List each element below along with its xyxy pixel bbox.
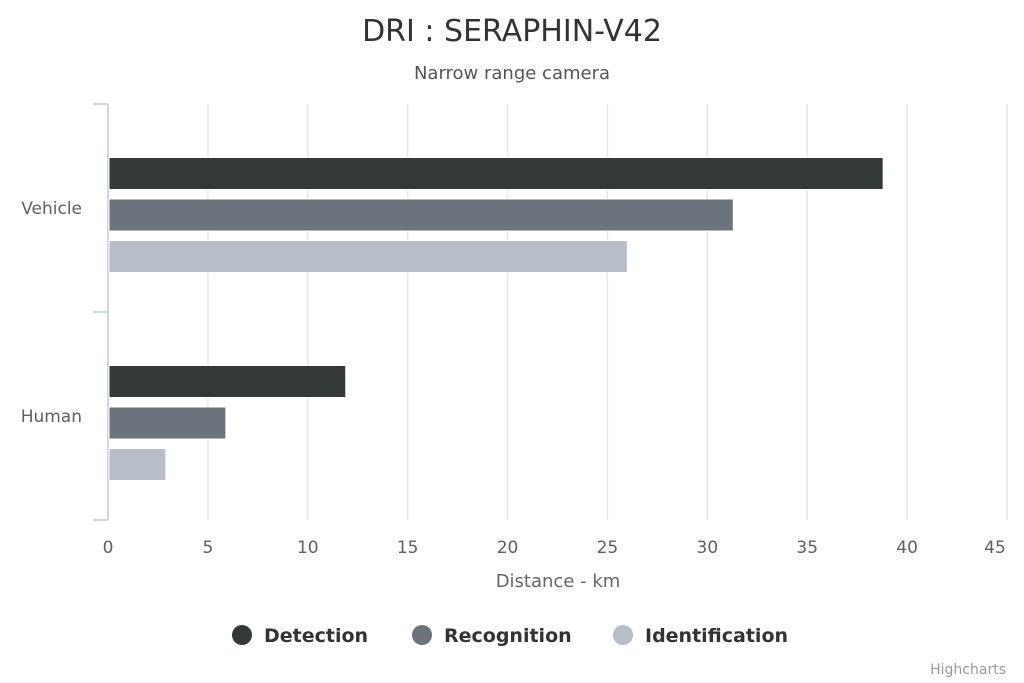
x-tick-label: 25 (597, 538, 619, 558)
x-tick-label: 20 (497, 538, 519, 558)
category-label: Human (21, 407, 82, 427)
category-label: Vehicle (21, 199, 82, 219)
legend-marker (613, 625, 633, 645)
chart-subtitle: Narrow range camera (414, 63, 610, 84)
x-tick-label: 0 (103, 538, 114, 558)
x-tick-label: 30 (697, 538, 719, 558)
bars (108, 157, 884, 481)
chart-title: DRI : SERAPHIN-V42 (362, 14, 662, 49)
legend-label: Detection (264, 625, 368, 647)
legend-marker (232, 625, 252, 645)
x-tick-label: 45 (984, 538, 1006, 558)
x-axis-title: Distance - km (496, 571, 621, 592)
x-tick-label: 40 (896, 538, 918, 558)
legend: Detection Recognition Identification (232, 625, 788, 647)
legend-marker (412, 625, 432, 645)
x-tick-label: 35 (796, 538, 818, 558)
bar-identification-vehicle[interactable] (108, 240, 628, 273)
credits-link[interactable]: Highcharts (930, 662, 1006, 678)
legend-label: Identification (645, 625, 788, 647)
bar-recognition-human[interactable] (108, 406, 227, 440)
x-axis-ticks: 0 5 10 15 20 25 30 35 40 45 (103, 538, 1006, 558)
bar-recognition-vehicle[interactable] (108, 198, 734, 232)
x-tick-label: 10 (297, 538, 319, 558)
bar-identification-human[interactable] (108, 448, 167, 481)
legend-item-identification[interactable]: Identification (613, 625, 788, 647)
x-tick-label: 5 (202, 538, 213, 558)
legend-item-recognition[interactable]: Recognition (412, 625, 572, 647)
category-axis: Vehicle Human (21, 103, 109, 521)
bar-detection-vehicle[interactable] (108, 157, 884, 190)
bar-detection-human[interactable] (108, 365, 347, 398)
x-tick-label: 15 (397, 538, 419, 558)
legend-label: Recognition (444, 625, 572, 647)
legend-item-detection[interactable]: Detection (232, 625, 368, 647)
